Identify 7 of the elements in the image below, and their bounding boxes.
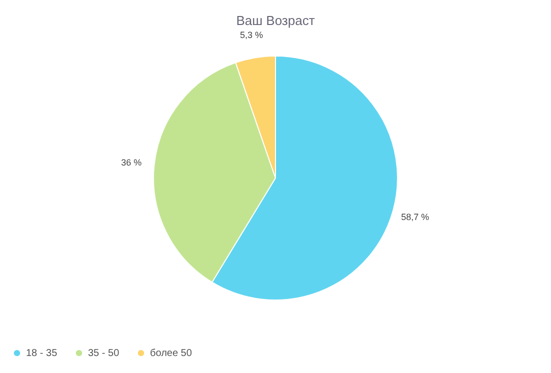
- legend-label: более 50: [150, 348, 192, 360]
- chart-title: Ваш Возраст: [236, 13, 315, 28]
- legend-label: 18 - 35: [26, 348, 58, 360]
- data-label: 5,3 %: [240, 30, 263, 40]
- legend-label: 35 - 50: [88, 348, 120, 360]
- data-label: 58,7 %: [401, 212, 430, 222]
- data-label: 36 %: [121, 158, 142, 168]
